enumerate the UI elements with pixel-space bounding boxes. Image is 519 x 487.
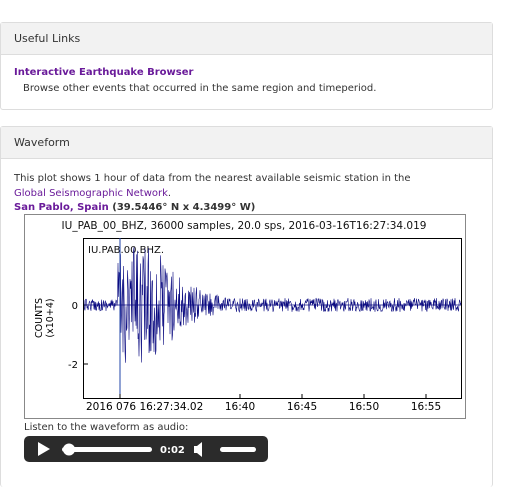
progress-handle[interactable] bbox=[63, 443, 75, 456]
plot-frame bbox=[24, 214, 466, 419]
y-tick-label: -2 bbox=[68, 360, 78, 371]
progress-bar[interactable] bbox=[62, 447, 152, 452]
y-tick-label: 0 bbox=[72, 301, 78, 312]
volume-bar[interactable] bbox=[220, 447, 256, 452]
x-tick-label: 2016 076 16:27:34.02 bbox=[86, 401, 203, 413]
x-tick-label: 16:40 bbox=[225, 401, 255, 413]
y-label-line: (x10+4) bbox=[45, 298, 56, 337]
y-label-line: COUNTS bbox=[34, 298, 45, 338]
useful-links-panel: Useful Links Interactive Earthquake Brow… bbox=[0, 22, 493, 110]
panel-title: Waveform bbox=[1, 127, 492, 159]
link[interactable]: Interactive Earthquake Browser bbox=[14, 67, 194, 78]
x-tick-label: 16:45 bbox=[287, 401, 317, 413]
description: Browse other events that occurred in the… bbox=[23, 83, 377, 94]
panel-title: Useful Links bbox=[1, 23, 492, 55]
x-tick-label: 16:50 bbox=[349, 401, 379, 413]
waveform-trace bbox=[83, 247, 462, 363]
audio-time: 0:02 bbox=[160, 445, 185, 456]
y-label: COUNTS (x10+4) bbox=[34, 298, 56, 338]
station: San Pablo, Spain (39.5446° N x 4.3499° W… bbox=[14, 202, 255, 213]
station-label: IU.PAB.00.BHZ. bbox=[88, 245, 164, 256]
page: Useful Links Interactive Earthquake Brow… bbox=[0, 22, 493, 487]
axes-box bbox=[83, 238, 462, 399]
x-tick-label: 16:55 bbox=[411, 401, 441, 413]
audio-player: 0:02 bbox=[24, 436, 268, 462]
intro-end: . bbox=[167, 188, 172, 199]
audio-controls: 0:02 bbox=[38, 442, 256, 457]
audio-caption: Listen to the waveform as audio: bbox=[24, 422, 189, 433]
intro-text: This plot shows 1 hour of data from the … bbox=[14, 173, 411, 184]
plot-title: IU_PAB_00_BHZ, 36000 samples, 20.0 sps, … bbox=[62, 220, 427, 232]
waveform-plot: IU_PAB_00_BHZ, 36000 samples, 20.0 sps, … bbox=[24, 214, 466, 419]
volume-button[interactable] bbox=[194, 442, 202, 457]
play-button[interactable] bbox=[38, 442, 50, 456]
network-link[interactable]: Global Seismographic Network bbox=[14, 188, 168, 199]
trace bbox=[83, 247, 462, 363]
waveform-panel: Waveform This plot shows 1 hour of data … bbox=[0, 126, 493, 487]
intro: This plot shows 1 hour of data from the … bbox=[14, 171, 434, 201]
station-link[interactable]: San Pablo, Spain bbox=[14, 202, 109, 213]
coords: (39.5446° N x 4.3499° W) bbox=[112, 202, 256, 213]
